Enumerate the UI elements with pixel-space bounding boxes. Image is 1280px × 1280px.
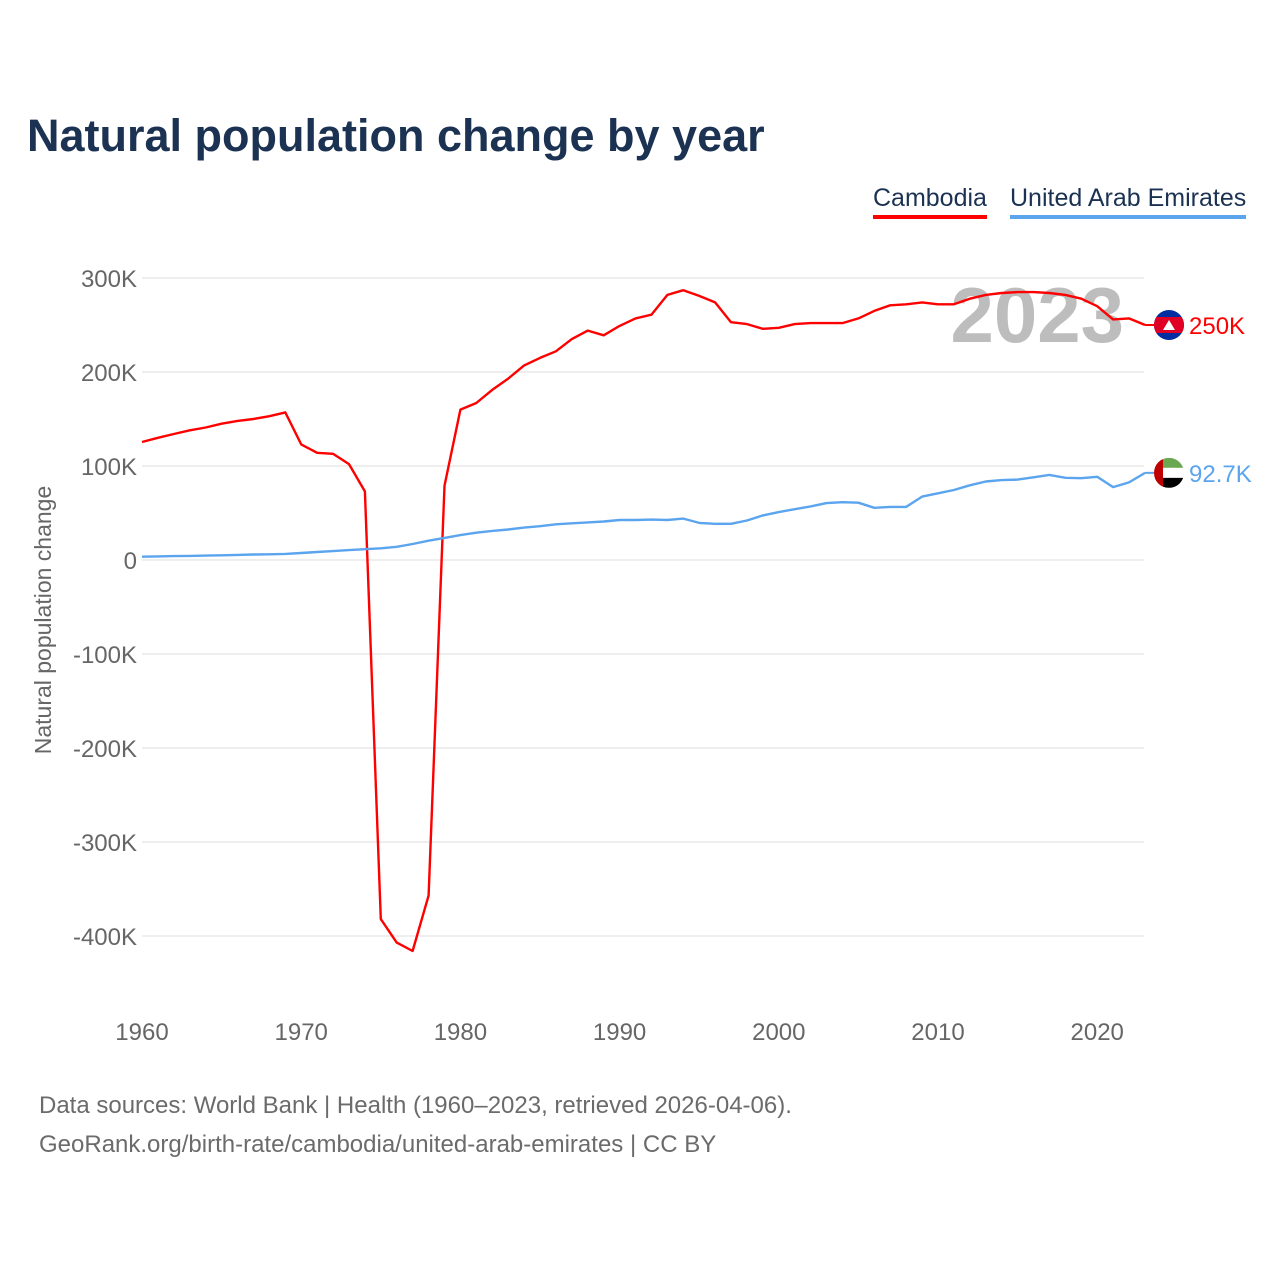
end-value-label: 92.7K — [1189, 461, 1252, 488]
year-watermark: 2023 — [950, 271, 1124, 359]
x-tick-label: 1960 — [115, 1019, 168, 1046]
legend-uae[interactable]: United Arab Emirates — [1010, 184, 1247, 219]
y-tick-label: 0 — [124, 548, 137, 575]
attribution-link[interactable]: GeoRank.org/birth-rate/cambodia/united-a… — [39, 1131, 717, 1158]
y-tick-label: -100K — [73, 642, 137, 669]
y-tick-label: -400K — [73, 924, 137, 951]
series-line-cambodia — [141, 289, 1146, 953]
y-tick-label: 200K — [81, 360, 137, 387]
legend-cambodia[interactable]: Cambodia — [873, 184, 987, 219]
x-tick-label: 2020 — [1071, 1019, 1124, 1046]
chart-title: Natural population change by year — [27, 110, 765, 161]
cambodia-flag-icon — [1154, 310, 1184, 340]
x-tick-label: 2000 — [752, 1019, 805, 1046]
data-source-text: Data sources: World Bank | Health (1960–… — [39, 1092, 792, 1119]
y-tick-label: 300K — [81, 266, 137, 293]
end-value-label: 250K — [1189, 313, 1245, 340]
x-tick-label: 1970 — [275, 1019, 328, 1046]
y-tick-label: -200K — [73, 736, 137, 763]
x-tick-label: 1980 — [434, 1019, 487, 1046]
y-axis-label: Natural population change — [30, 486, 56, 755]
y-tick-label: 100K — [81, 454, 137, 481]
y-tick-label: -300K — [73, 830, 137, 857]
x-tick-label: 1990 — [593, 1019, 646, 1046]
x-tick-label: 2010 — [911, 1019, 964, 1046]
footer: Data sources: World Bank | Health (1960–… — [39, 1086, 792, 1164]
uae-flag-icon — [1154, 457, 1184, 488]
series-line-uae — [141, 471, 1146, 558]
